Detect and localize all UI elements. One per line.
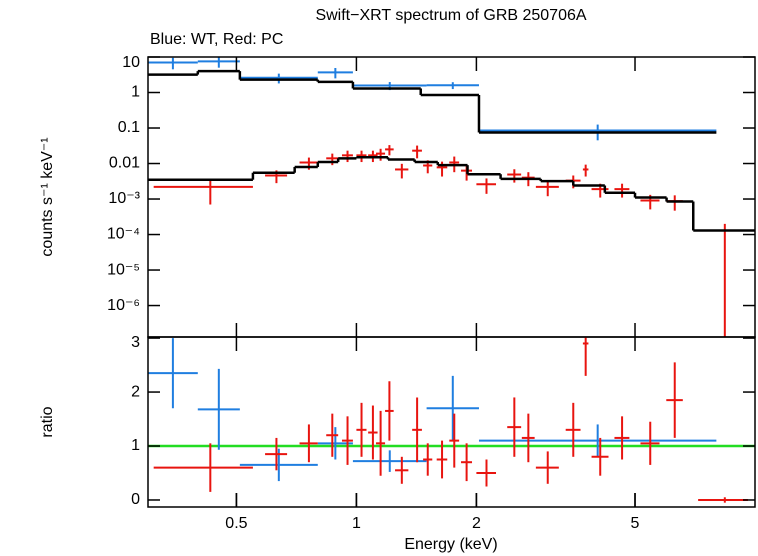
y-tick-label: 10⁻⁵ — [107, 261, 140, 278]
y-tick-label: 0.01 — [109, 155, 140, 172]
y-axis-label: counts s⁻¹ keV⁻¹ — [39, 137, 56, 256]
plot-area — [148, 337, 755, 503]
x-tick-label: 1 — [352, 515, 361, 532]
x-tick-label: 2 — [472, 515, 481, 532]
plot-area — [148, 57, 755, 337]
y-tick-label: 1 — [131, 437, 140, 454]
x-axis-label: Energy (keV) — [404, 536, 497, 553]
y-tick-label: 0.1 — [118, 119, 140, 136]
x-tick-label: 5 — [631, 515, 640, 532]
y-tick-label: 3 — [131, 334, 140, 351]
y-tick-label: 1 — [131, 84, 140, 101]
y-axis-label: ratio — [39, 406, 56, 437]
chart-title: Swift−XRT spectrum of GRB 250706A — [315, 7, 586, 24]
y-tick-label: 10⁻⁶ — [107, 297, 140, 314]
panel-frame — [147, 336, 756, 508]
y-tick-label: 2 — [131, 383, 140, 400]
y-tick-label: 10 — [122, 54, 140, 71]
y-tick-label: 10⁻⁴ — [107, 226, 140, 243]
x-tick-label: 0.5 — [225, 515, 247, 532]
y-tick-label: 0 — [131, 491, 140, 508]
chart-subtitle: Blue: WT, Red: PC — [150, 31, 283, 48]
y-tick-label: 10⁻³ — [108, 190, 140, 207]
